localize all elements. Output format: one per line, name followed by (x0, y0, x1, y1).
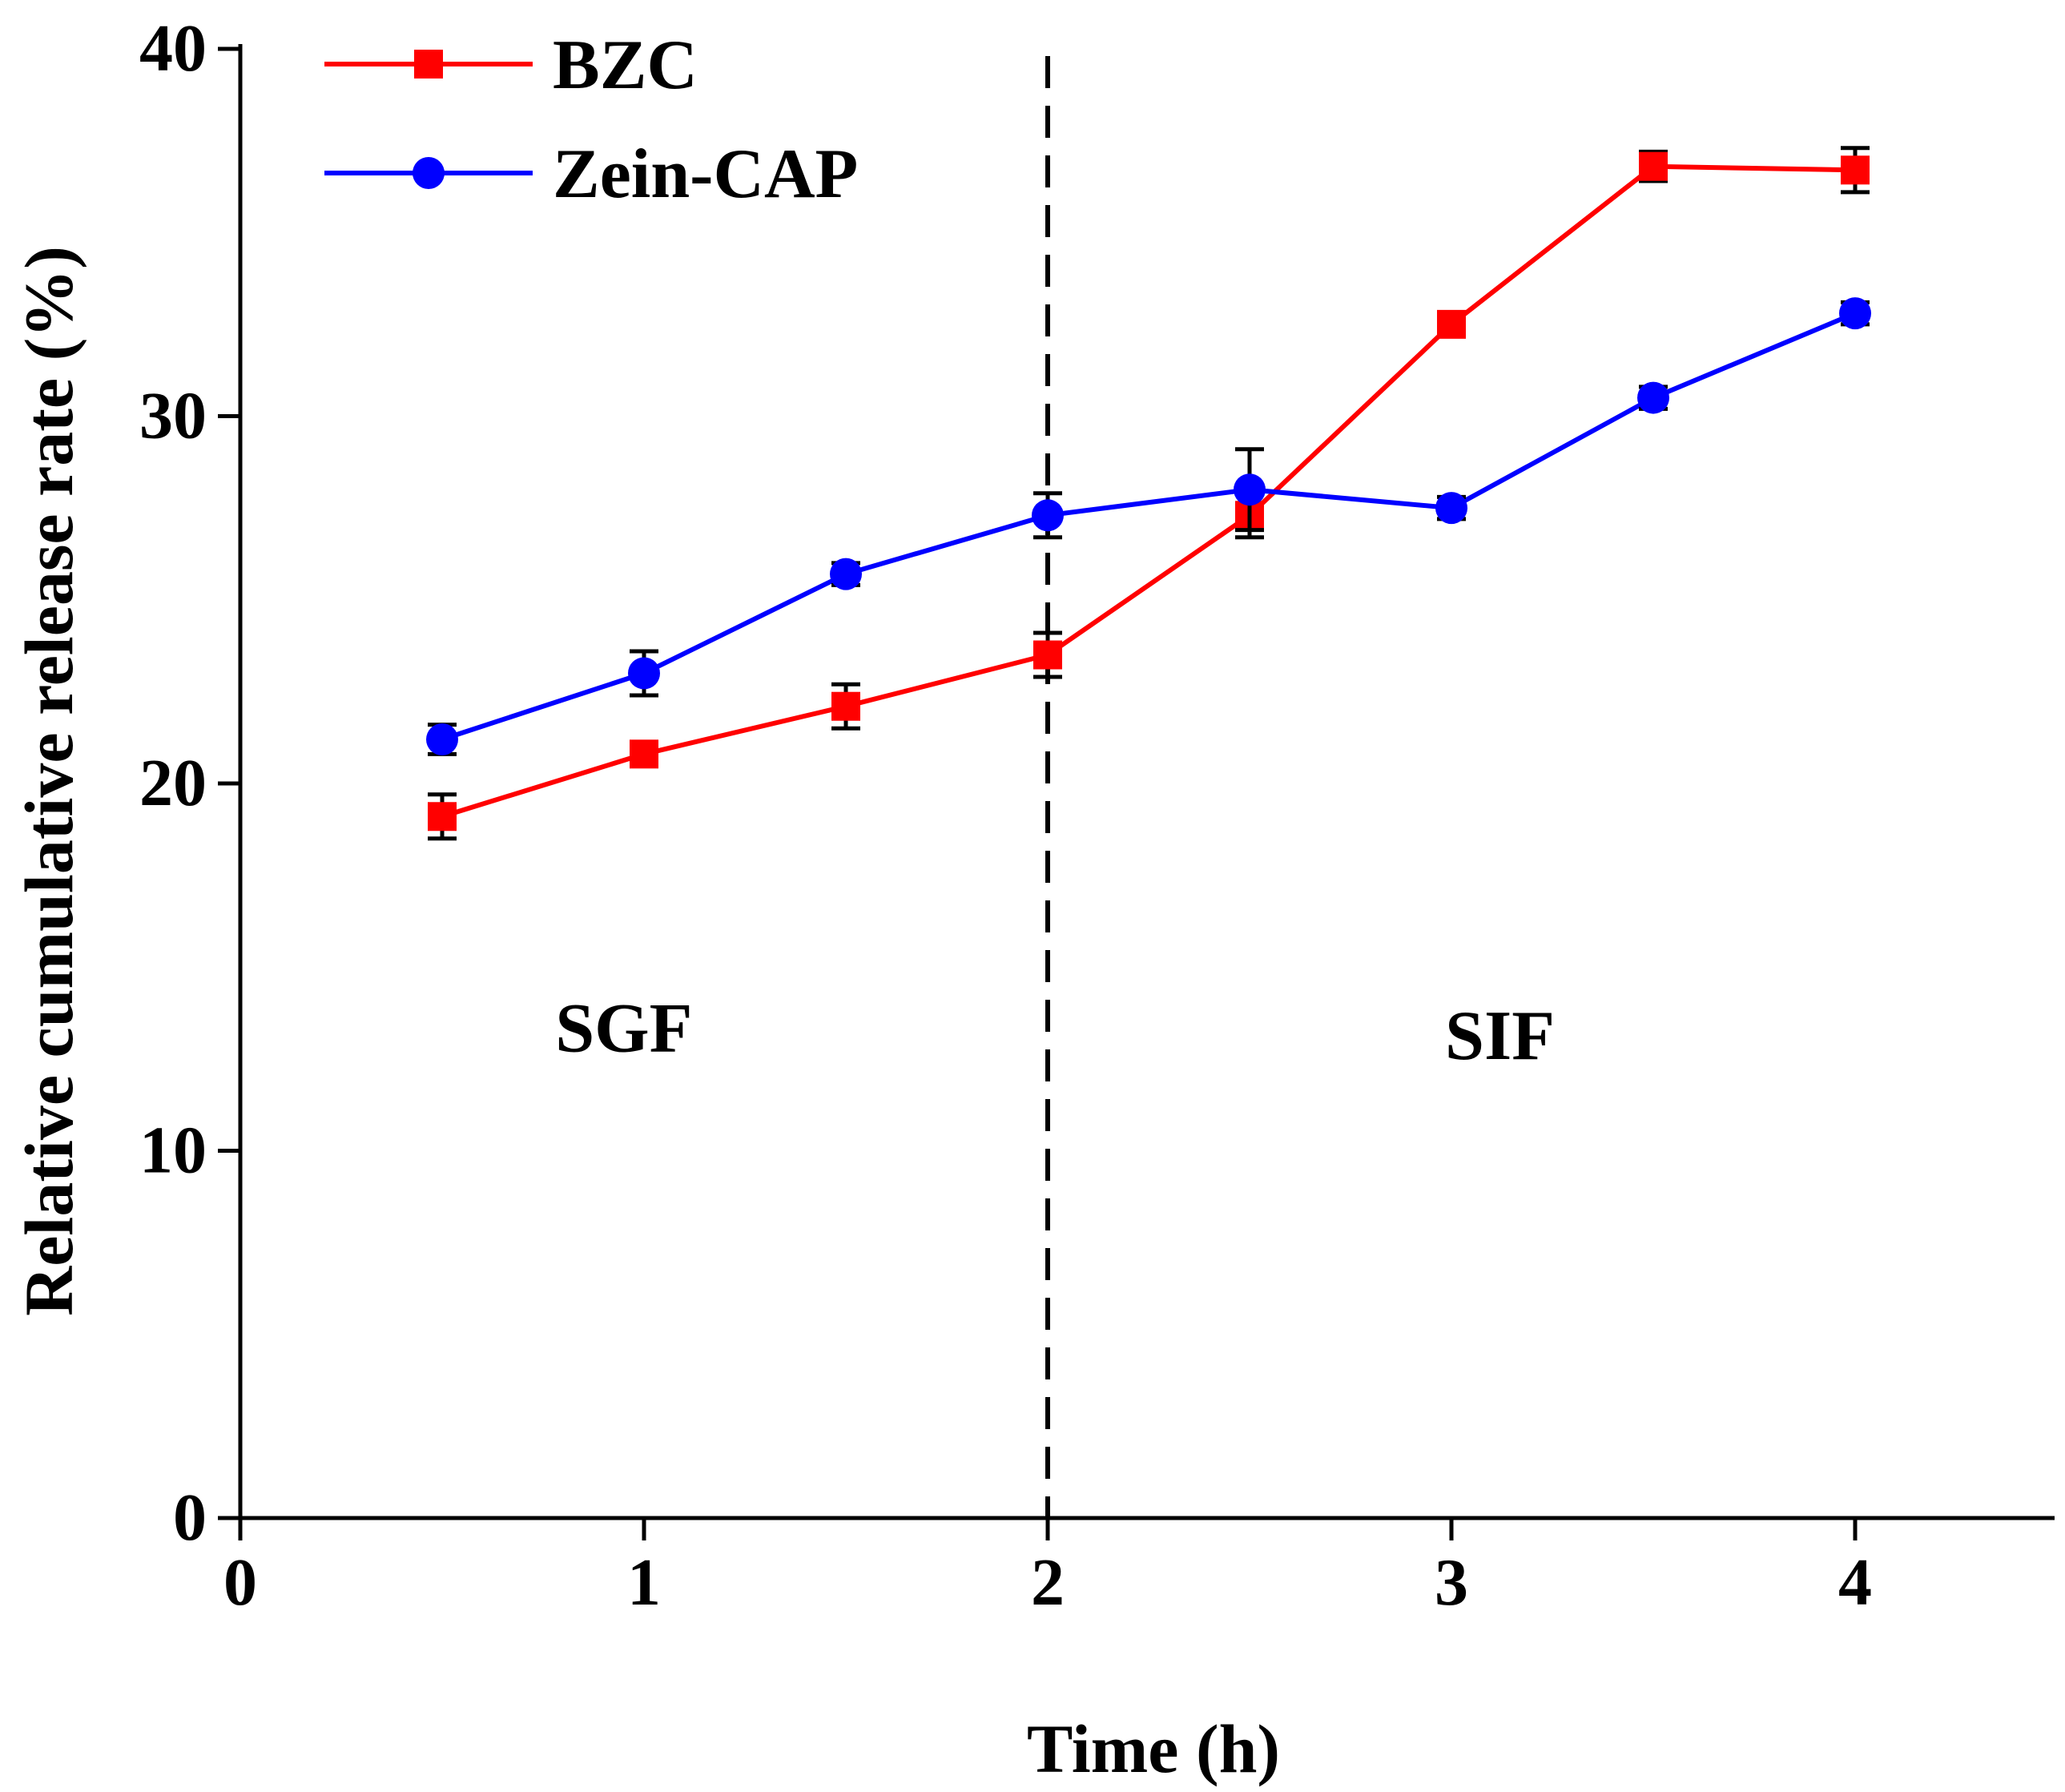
data-point-zein-cap (628, 649, 660, 698)
marker-circle (1839, 297, 1871, 330)
x-tick-label: 0 (223, 1545, 257, 1620)
region-label-sif: SIF (1445, 997, 1555, 1075)
legend-entry-bzc: BZC (324, 26, 698, 104)
y-tick-label: 10 (139, 1113, 207, 1188)
marker-square (1033, 640, 1062, 670)
marker-circle (1637, 381, 1669, 414)
axes (238, 44, 2055, 1520)
data-point-bzc (1033, 630, 1062, 679)
x-axis-title: Time (h) (1027, 1710, 1280, 1787)
y-axis-title: Relative cumulative release rate (%) (10, 246, 87, 1316)
legend-label: Zein-CAP (553, 135, 858, 213)
marker-square (831, 691, 860, 721)
x-tick-label: 1 (627, 1545, 661, 1620)
y-tick-label: 0 (173, 1480, 207, 1555)
data-point-zein-cap (1234, 447, 1266, 533)
data-point-bzc (630, 739, 658, 769)
series-line-bzc (441, 163, 1856, 819)
x-tick-label: 4 (1838, 1545, 1872, 1620)
data-point-bzc (428, 792, 457, 841)
data-point-bzc (1841, 146, 1870, 195)
marker-circle (1032, 499, 1064, 532)
plot-area: SGF SIF (426, 56, 1871, 1518)
series-line-zein-cap (441, 311, 1857, 742)
y-tick-label: 30 (139, 379, 207, 453)
marker-square (428, 802, 457, 832)
data-point-bzc (1639, 149, 1668, 183)
marker-circle (628, 657, 660, 690)
y-tick-label: 20 (139, 746, 207, 820)
x-tick-label: 3 (1435, 1545, 1468, 1620)
data-point-bzc (1437, 309, 1466, 339)
marker-square (630, 739, 658, 769)
marker-square (1639, 151, 1668, 181)
legend-marker-square (414, 50, 443, 79)
data-point-bzc (831, 682, 860, 731)
data-point-zein-cap (1435, 492, 1467, 525)
data-point-zein-cap (830, 558, 862, 590)
marker-circle (1234, 473, 1266, 506)
region-label-sgf: SGF (555, 990, 692, 1068)
legend: BZC Zein-CAP (324, 26, 858, 213)
legend-entry-zein-cap: Zein-CAP (324, 135, 858, 213)
data-point-zein-cap (1839, 297, 1871, 330)
marker-square (1841, 155, 1870, 185)
marker-circle (830, 558, 862, 590)
x-tick-label: 2 (1031, 1545, 1065, 1620)
data-point-zein-cap (426, 723, 458, 756)
legend-marker-circle (413, 157, 445, 189)
marker-circle (426, 723, 458, 755)
marker-circle (1435, 492, 1467, 525)
y-tick-label: 40 (139, 11, 207, 86)
legend-label: BZC (553, 26, 698, 104)
marker-square (1437, 309, 1466, 339)
data-point-zein-cap (1637, 381, 1669, 414)
data-point-zein-cap (1032, 491, 1064, 540)
